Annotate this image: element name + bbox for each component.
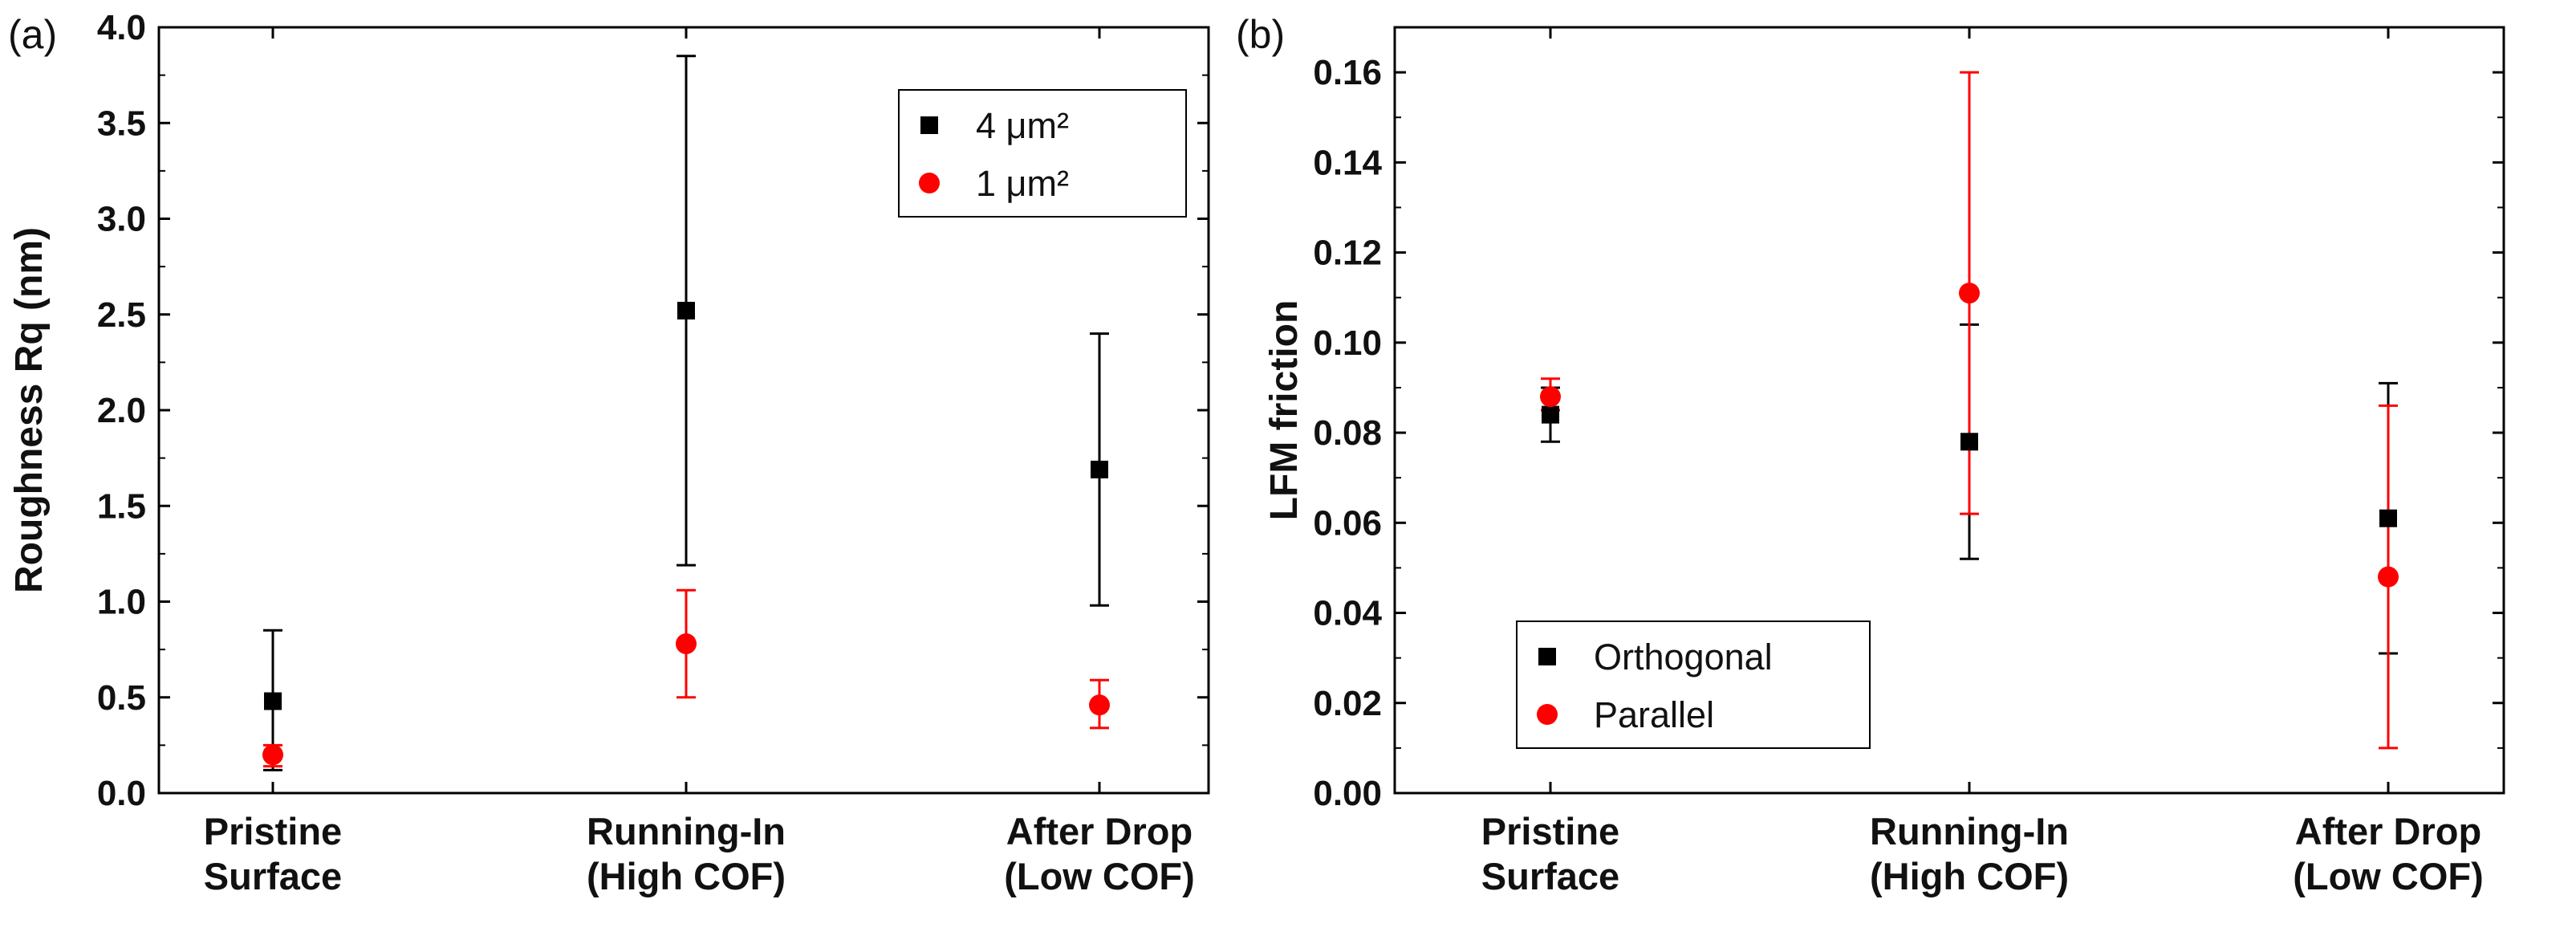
legend-label: 4 μm² bbox=[976, 105, 1069, 146]
legend-label: 1 μm² bbox=[976, 163, 1069, 204]
data-point-circle bbox=[1959, 283, 1980, 304]
x-category-label: Pristine bbox=[1481, 810, 1619, 852]
y-tick-label: 0.16 bbox=[1313, 53, 1382, 92]
y-tick-label: 0.08 bbox=[1313, 413, 1382, 453]
y-tick-label: 0.0 bbox=[97, 774, 146, 813]
x-category-label: After Drop bbox=[2295, 810, 2481, 852]
y-tick-label: 1.0 bbox=[97, 583, 146, 622]
legend-marker-circle bbox=[919, 173, 940, 193]
y-axis-title: Roughness Rq (nm) bbox=[8, 227, 51, 593]
data-point-square bbox=[1091, 460, 1108, 478]
plot-frame bbox=[1393, 26, 2505, 795]
legend-marker-circle bbox=[1537, 704, 1558, 725]
y-tick-label: 4.0 bbox=[97, 8, 146, 47]
y-tick-label: 0.02 bbox=[1313, 684, 1382, 723]
data-point-square bbox=[1960, 433, 1978, 451]
data-point-circle bbox=[676, 633, 697, 654]
y-tick-label: 0.12 bbox=[1313, 234, 1382, 273]
y-tick-label: 2.0 bbox=[97, 391, 146, 430]
data-point-circle bbox=[262, 744, 283, 766]
data-point-circle bbox=[1540, 386, 1561, 408]
y-tick-label: 2.5 bbox=[97, 295, 146, 335]
panel-label: (a) bbox=[8, 12, 57, 57]
y-tick-label: 0.00 bbox=[1313, 774, 1382, 813]
legend-marker-square bbox=[920, 116, 938, 134]
y-tick-label: 3.5 bbox=[97, 104, 146, 143]
x-category-label: (Low COF) bbox=[2293, 855, 2484, 897]
data-point-circle bbox=[2378, 566, 2399, 588]
data-point-square bbox=[1542, 405, 1559, 424]
data-point-square bbox=[2379, 509, 2397, 527]
panel-label: (b) bbox=[1236, 12, 1285, 57]
y-tick-label: 0.14 bbox=[1313, 143, 1382, 182]
y-tick-label: 0.10 bbox=[1313, 323, 1382, 363]
y-tick-label: 0.5 bbox=[97, 678, 146, 718]
y-tick-label: 0.06 bbox=[1313, 503, 1382, 543]
legend-box bbox=[898, 89, 1187, 218]
x-category-label: (Low COF) bbox=[1004, 855, 1195, 897]
data-point-circle bbox=[1089, 694, 1110, 716]
legend-marker-square bbox=[1538, 648, 1556, 665]
data-point-square bbox=[264, 692, 282, 710]
x-category-label: Pristine bbox=[204, 810, 342, 852]
y-tick-label: 0.04 bbox=[1313, 594, 1382, 633]
y-tick-label: 3.0 bbox=[97, 200, 146, 239]
panel-a: (a) 0.0 0.5 1.0 1.5 2.0 2.5 3.0 3.5 4.0 Roughness … bbox=[8, 8, 1210, 897]
x-category-label: Surface bbox=[1481, 855, 1619, 897]
x-category-label: (High COF) bbox=[1870, 855, 2069, 897]
x-category-label: Running-In bbox=[1870, 810, 2069, 852]
y-tick-label: 1.5 bbox=[97, 486, 146, 526]
legend-label: Parallel bbox=[1594, 694, 1714, 735]
legend-box bbox=[1516, 620, 1871, 749]
x-category-label: (High COF) bbox=[587, 855, 786, 897]
x-category-label: Running-In bbox=[587, 810, 786, 852]
legend-label: Orthogonal bbox=[1594, 637, 1773, 677]
y-axis-title: LFM friction bbox=[1263, 300, 1306, 521]
x-category-label: Surface bbox=[204, 855, 342, 897]
x-category-label: After Drop bbox=[1006, 810, 1193, 852]
data-point-square bbox=[677, 301, 695, 319]
panel-b: (b) 0.00 0.02 0.04 0.06 0.08 0.10 0.12 0.14 0.16 L… bbox=[1236, 12, 2505, 897]
